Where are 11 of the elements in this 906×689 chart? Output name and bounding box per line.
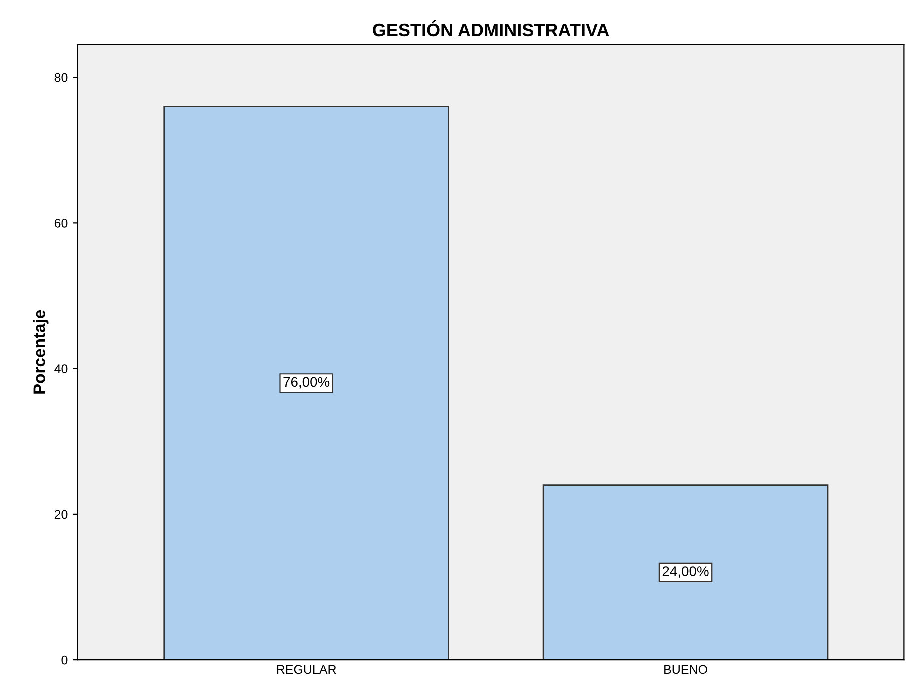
data-label: 24,00% bbox=[662, 566, 709, 578]
data-label: 76,00% bbox=[284, 377, 330, 389]
y-tick-label: 0 bbox=[62, 656, 68, 665]
x-tick-label: BUENO bbox=[664, 665, 708, 674]
y-tick-label: 20 bbox=[54, 510, 68, 520]
y-tick-label: 60 bbox=[54, 218, 68, 228]
y-tick-label: 40 bbox=[54, 364, 68, 374]
chart-title: GESTIÓN ADMINISTRATIVA bbox=[373, 20, 610, 37]
x-tick-label: REGULAR bbox=[277, 665, 336, 674]
y-tick-label: 80 bbox=[54, 73, 68, 82]
y-axis-title: Porcentaje bbox=[33, 310, 49, 394]
